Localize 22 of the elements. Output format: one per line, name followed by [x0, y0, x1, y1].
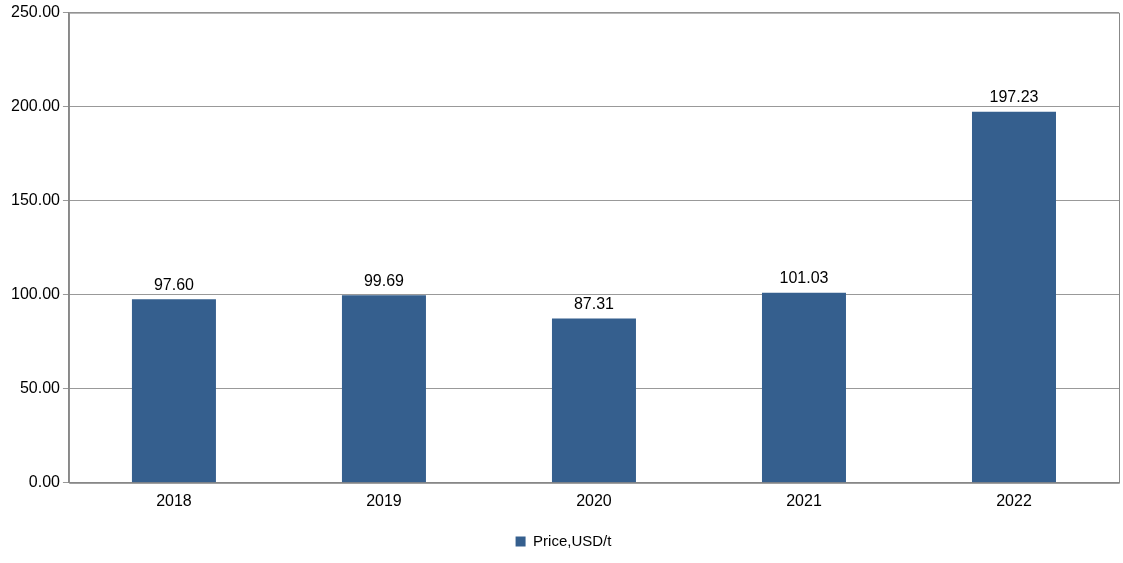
- x-tick-label: 2019: [366, 491, 402, 509]
- bar: [971, 111, 1056, 483]
- data-label: 97.60: [153, 275, 195, 293]
- x-tick-label: 2021: [786, 491, 822, 509]
- y-tick-label: 200.00: [11, 97, 61, 115]
- x-tick-label: 2022: [996, 491, 1032, 509]
- y-tick-label: 100.00: [11, 285, 61, 303]
- y-tick-label: 50.00: [19, 379, 61, 397]
- bar: [761, 292, 846, 483]
- x-tick-label: 2020: [576, 491, 612, 509]
- bar: [551, 318, 636, 483]
- x-tick-label: 2018: [156, 491, 192, 509]
- data-label: 101.03: [779, 269, 829, 287]
- y-tick-label: 250.00: [11, 3, 61, 21]
- y-tick-label: 0.00: [28, 473, 61, 491]
- bar: [131, 299, 216, 483]
- legend-label: Price,USD/t: [533, 531, 613, 549]
- y-tick-label: 150.00: [11, 191, 61, 209]
- data-label: 87.31: [573, 294, 615, 312]
- data-label: 99.69: [363, 271, 405, 289]
- bar: [341, 295, 426, 483]
- data-label: 197.23: [989, 88, 1039, 106]
